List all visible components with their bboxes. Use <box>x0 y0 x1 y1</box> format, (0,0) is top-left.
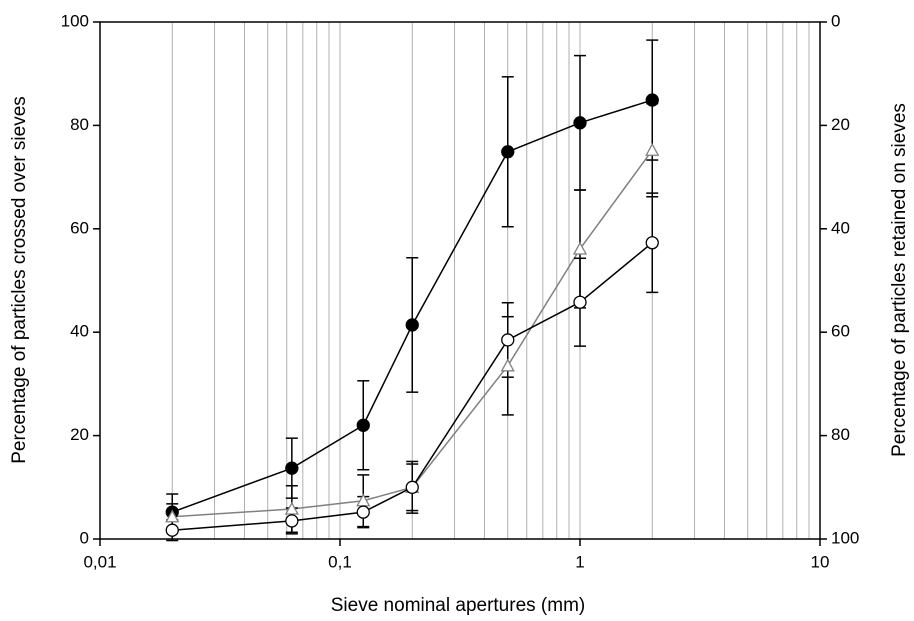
y2-tick-label: 0 <box>831 11 840 30</box>
marker <box>645 142 660 156</box>
y-tick-label: 20 <box>70 425 89 444</box>
marker <box>405 318 419 332</box>
marker <box>285 514 299 528</box>
y-tick-label: 0 <box>80 528 89 547</box>
marker <box>573 116 587 130</box>
marker <box>573 295 587 309</box>
marker <box>165 509 180 523</box>
y-tick-label: 80 <box>70 115 89 134</box>
marker <box>645 93 659 107</box>
x-axis-label: Sieve nominal apertures (mm) <box>331 595 585 616</box>
marker <box>572 241 588 255</box>
marker <box>501 145 515 159</box>
y2-tick-label: 40 <box>831 218 850 237</box>
marker <box>356 418 370 432</box>
y2-tick-label: 60 <box>831 322 850 341</box>
y-axis-label: Percentage of particles crossed over sie… <box>9 96 30 464</box>
y-tick-label: 40 <box>70 322 89 341</box>
y2-tick-label: 20 <box>831 115 850 134</box>
y2-tick-label: 100 <box>831 528 859 547</box>
marker <box>645 236 659 250</box>
marker <box>500 358 515 372</box>
x-tick-label: 10 <box>811 552 830 571</box>
marker <box>285 461 299 475</box>
y-tick-label: 60 <box>70 218 89 237</box>
marker <box>405 480 419 494</box>
y2-axis-label: Percentage of particles retained on siev… <box>889 103 910 457</box>
plot-frame <box>99 21 821 540</box>
x-tick-label: 0,01 <box>83 552 116 571</box>
marker <box>284 501 299 515</box>
y2-tick-label: 80 <box>831 425 850 444</box>
x-tick-label: 1 <box>575 552 584 571</box>
marker <box>165 523 179 537</box>
y-tick-label: 100 <box>61 11 89 30</box>
marker <box>501 333 515 347</box>
marker <box>356 505 370 519</box>
x-tick-label: 0,1 <box>328 552 352 571</box>
